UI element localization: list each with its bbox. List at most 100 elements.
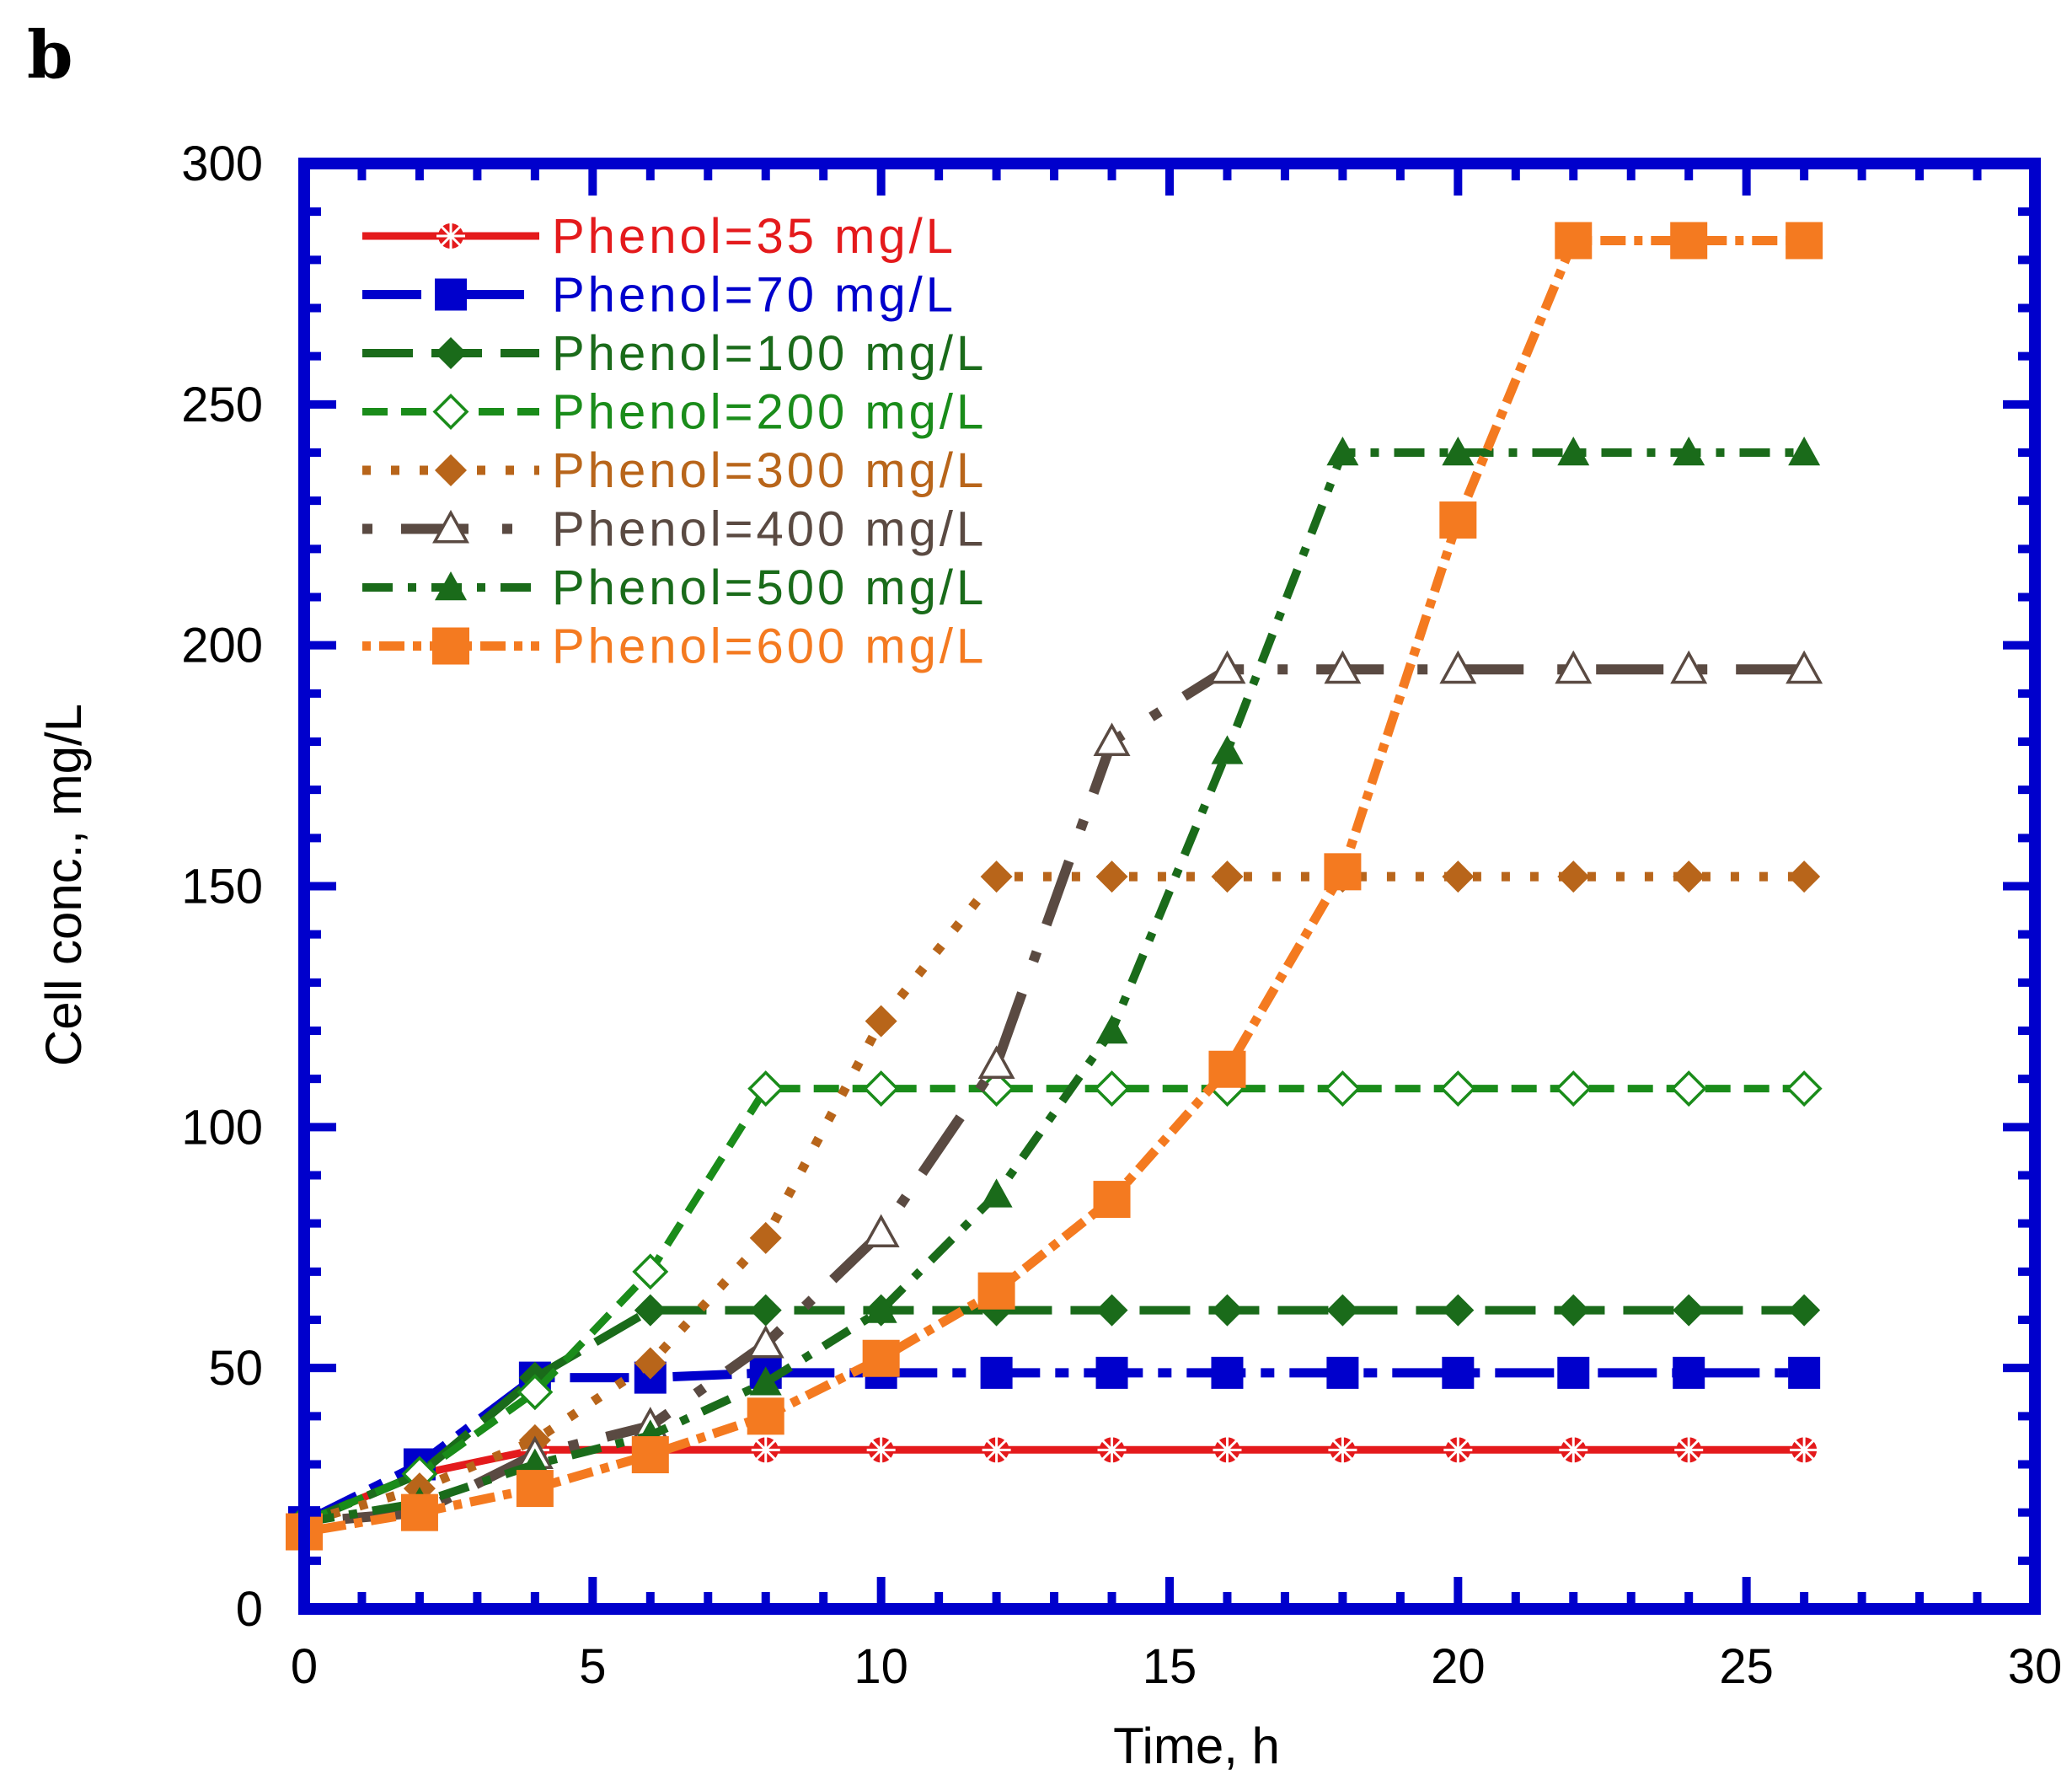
y-tick-label: 50 <box>208 1341 263 1396</box>
data-point <box>1443 1435 1473 1465</box>
series-line <box>303 871 1805 1527</box>
data-point <box>1557 861 1590 893</box>
legend-marker <box>436 222 465 250</box>
data-point <box>1439 650 1477 684</box>
data-point <box>1324 853 1362 891</box>
data-point <box>1439 1070 1476 1107</box>
series-line <box>303 1085 1805 1526</box>
y-tick-label: 250 <box>181 378 263 432</box>
legend-marker <box>435 454 467 486</box>
series-line <box>303 1445 1805 1526</box>
data-point <box>1093 1181 1131 1219</box>
data-point <box>1670 1070 1707 1107</box>
data-point <box>1673 437 1705 466</box>
series-layer <box>286 222 1823 1551</box>
legend-label: Phenol=400 mg/L <box>552 502 987 557</box>
legend-marker <box>435 278 467 311</box>
data-point <box>400 1493 438 1531</box>
data-point <box>977 1272 1015 1310</box>
data-point <box>1674 1435 1704 1465</box>
data-point <box>1442 1294 1475 1327</box>
panel-label: b <box>27 17 73 94</box>
data-point <box>1555 222 1593 260</box>
x-tick-label: 10 <box>854 1639 908 1694</box>
data-point <box>982 1435 1011 1465</box>
legend-marker <box>432 394 469 430</box>
y-tick-label: 300 <box>181 137 263 191</box>
data-point <box>1788 1356 1821 1389</box>
legend-label: Phenol=100 mg/L <box>552 326 987 381</box>
data-point <box>1326 437 1359 466</box>
x-tick-label: 0 <box>291 1639 318 1694</box>
y-tick-label: 0 <box>236 1582 263 1637</box>
legend-label: Phenol=70 mg/L <box>552 268 956 323</box>
series-line <box>303 1306 1805 1526</box>
series-group <box>288 437 1821 1536</box>
data-point <box>1324 650 1362 684</box>
x-tick-label: 25 <box>1719 1639 1774 1694</box>
series-line <box>303 664 1805 1528</box>
legend-item: Phenol=300 mg/L <box>362 443 987 498</box>
x-tick-label: 15 <box>1143 1639 1197 1694</box>
data-point <box>1094 1070 1131 1107</box>
data-point <box>1673 1294 1705 1327</box>
data-point <box>980 1356 1013 1389</box>
data-point <box>865 1294 897 1323</box>
data-point <box>980 1178 1013 1208</box>
data-point <box>977 1045 1015 1079</box>
data-point <box>1208 1050 1246 1088</box>
data-point <box>634 1347 667 1380</box>
data-point <box>1211 1294 1244 1327</box>
legend-item: Phenol=400 mg/L <box>362 502 987 557</box>
legend-marker <box>432 509 469 544</box>
legend-label: Phenol=300 mg/L <box>552 443 987 498</box>
data-point <box>1442 861 1475 893</box>
x-axis-title: Time, h <box>1113 1718 1280 1774</box>
data-point <box>749 1294 782 1327</box>
data-point <box>1790 1435 1819 1465</box>
data-point <box>1555 1070 1592 1107</box>
data-point <box>1673 861 1705 893</box>
series-group <box>286 1070 1823 1541</box>
data-point <box>1208 650 1246 684</box>
data-point <box>1211 861 1244 893</box>
data-point <box>1559 1435 1588 1465</box>
data-point <box>1670 650 1708 684</box>
data-point <box>1555 650 1593 684</box>
data-point <box>1788 437 1821 466</box>
series-group <box>286 222 1823 1551</box>
data-point <box>1557 1294 1590 1327</box>
data-point <box>1213 1435 1242 1465</box>
x-tick-label: 5 <box>579 1639 606 1694</box>
data-point <box>1095 1294 1128 1327</box>
data-point <box>980 861 1013 893</box>
legend-label: Phenol=500 mg/L <box>552 560 987 615</box>
y-axis-title: Cell conc., mg/L <box>35 704 92 1066</box>
series-group <box>288 861 1821 1539</box>
data-point <box>516 1470 554 1508</box>
legend-item: Phenol=70 mg/L <box>362 268 956 323</box>
data-point <box>1788 1294 1821 1327</box>
data-point <box>1324 1070 1361 1107</box>
data-point <box>1442 437 1475 466</box>
data-point <box>631 1436 669 1474</box>
data-point <box>1095 1356 1128 1389</box>
data-point <box>1673 1356 1705 1389</box>
legend-item: Phenol=200 mg/L <box>362 385 983 440</box>
series-line <box>303 448 1805 1527</box>
data-point <box>1326 1356 1359 1389</box>
legend-item: Phenol=600 mg/L <box>362 619 987 674</box>
y-tick-label: 100 <box>181 1100 263 1155</box>
data-point <box>865 1005 897 1037</box>
data-point <box>749 1366 782 1396</box>
data-point <box>1788 861 1821 893</box>
x-tick-label: 30 <box>2008 1639 2063 1694</box>
data-point <box>1442 1356 1475 1389</box>
data-point <box>1095 1015 1128 1044</box>
data-point <box>747 1070 784 1107</box>
data-point <box>1211 1356 1244 1389</box>
data-point <box>1786 222 1823 260</box>
legend-label: Phenol=600 mg/L <box>552 619 987 674</box>
